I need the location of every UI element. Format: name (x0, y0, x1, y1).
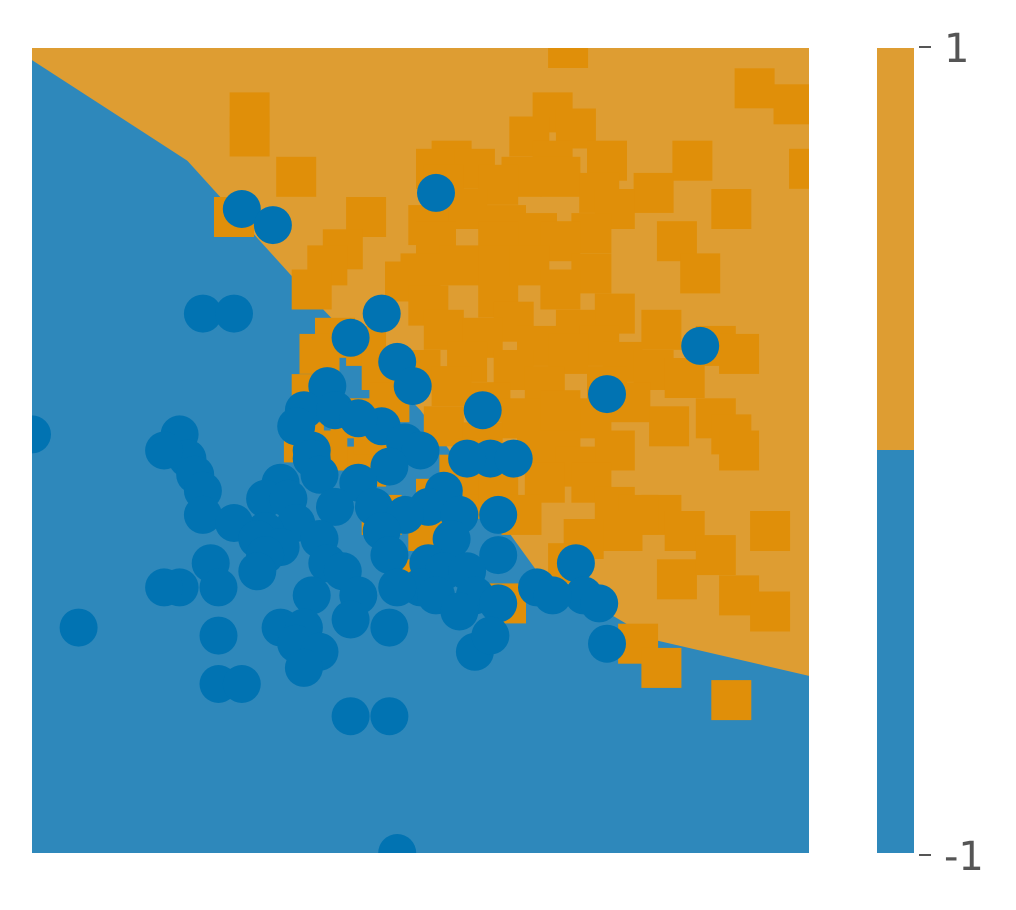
class-positive-square-marker (548, 48, 589, 68)
class-negative-circle-marker (199, 568, 238, 607)
scatter-markers (32, 48, 809, 853)
class-negative-circle-marker (300, 455, 339, 494)
class-positive-square-marker (711, 189, 752, 229)
class-positive-square-marker (641, 309, 682, 350)
class-positive-square-marker (276, 156, 317, 197)
class-negative-circle-marker (588, 375, 626, 414)
class-negative-circle-marker (494, 439, 533, 478)
class-negative-circle-marker (284, 648, 323, 687)
class-negative-circle-marker (331, 697, 370, 736)
colorbar-segment-negative (877, 450, 914, 853)
class-negative-circle-marker (448, 439, 487, 478)
class-positive-square-marker (750, 591, 791, 632)
class-negative-circle-marker (222, 665, 261, 703)
class-positive-square-marker (540, 156, 581, 197)
class-positive-square-marker (229, 116, 270, 157)
class-negative-circle-marker (479, 495, 518, 534)
class-negative-circle-marker (145, 568, 184, 607)
class-negative-circle-marker (238, 552, 277, 591)
class-negative-circle-marker (378, 568, 417, 607)
class-positive-square-marker (680, 253, 721, 294)
class-negative-circle-marker (199, 616, 238, 655)
class-negative-circle-marker (471, 616, 510, 655)
class-positive-square-marker (773, 84, 809, 125)
colorbar: 1 -1 (877, 26, 984, 880)
class-positive-square-marker (750, 511, 791, 551)
class-negative-circle-marker (588, 624, 626, 663)
class-negative-circle-marker (370, 536, 409, 575)
class-positive-square-marker (695, 535, 736, 576)
class-positive-square-marker (439, 245, 480, 286)
class-negative-circle-marker (378, 834, 417, 853)
class-negative-circle-marker (292, 576, 331, 615)
class-negative-circle-marker (339, 399, 378, 438)
class-positive-square-marker (734, 68, 775, 109)
class-positive-square-marker (656, 559, 697, 600)
class-positive-square-marker (602, 511, 643, 551)
class-positive-square-marker (633, 172, 674, 213)
class-negative-circle-marker (479, 536, 518, 575)
class-negative-circle-marker (463, 391, 502, 430)
class-negative-circle-marker (681, 326, 720, 365)
class-positive-square-marker (649, 406, 690, 447)
class-negative-circle-marker (277, 407, 316, 446)
class-negative-circle-marker (533, 576, 572, 615)
class-positive-square-marker (540, 390, 581, 431)
class-negative-circle-marker (417, 173, 455, 212)
class-negative-circle-marker (556, 544, 595, 583)
class-negative-circle-marker (362, 294, 401, 333)
plot-area (32, 48, 809, 853)
colorbar-tick-label-bottom: -1 (944, 834, 984, 880)
class-negative-circle-marker (253, 206, 292, 245)
class-negative-circle-marker (183, 294, 222, 333)
class-negative-circle-marker (370, 608, 409, 647)
class-negative-circle-marker (432, 520, 471, 558)
class-negative-circle-marker (393, 367, 432, 406)
class-positive-square-marker (431, 366, 472, 407)
class-negative-circle-marker (183, 495, 222, 534)
class-negative-circle-marker (316, 487, 354, 526)
class-negative-circle-marker (440, 592, 479, 631)
class-negative-circle-marker (580, 584, 619, 623)
class-positive-square-marker (641, 647, 682, 688)
class-negative-circle-marker (59, 608, 98, 647)
class-positive-square-marker (789, 148, 809, 189)
class-positive-square-marker (719, 430, 760, 471)
class-negative-circle-marker (479, 584, 518, 623)
class-negative-circle-marker (222, 190, 261, 228)
class-positive-square-marker (719, 333, 760, 374)
class-negative-circle-marker (401, 431, 440, 470)
colorbar-segment-positive (877, 48, 914, 450)
class-positive-square-marker (711, 680, 752, 721)
class-negative-circle-marker (370, 697, 409, 736)
class-negative-circle-marker (370, 447, 409, 486)
colorbar-tick-label-top: 1 (944, 26, 969, 72)
class-negative-circle-marker (331, 318, 370, 357)
class-positive-square-marker (540, 269, 581, 310)
class-negative-circle-marker (215, 294, 253, 333)
class-negative-circle-marker (145, 431, 184, 470)
class-positive-square-marker (672, 140, 713, 181)
class-positive-square-marker (291, 269, 332, 310)
class-negative-circle-marker (32, 415, 51, 454)
class-negative-circle-marker (331, 600, 370, 639)
